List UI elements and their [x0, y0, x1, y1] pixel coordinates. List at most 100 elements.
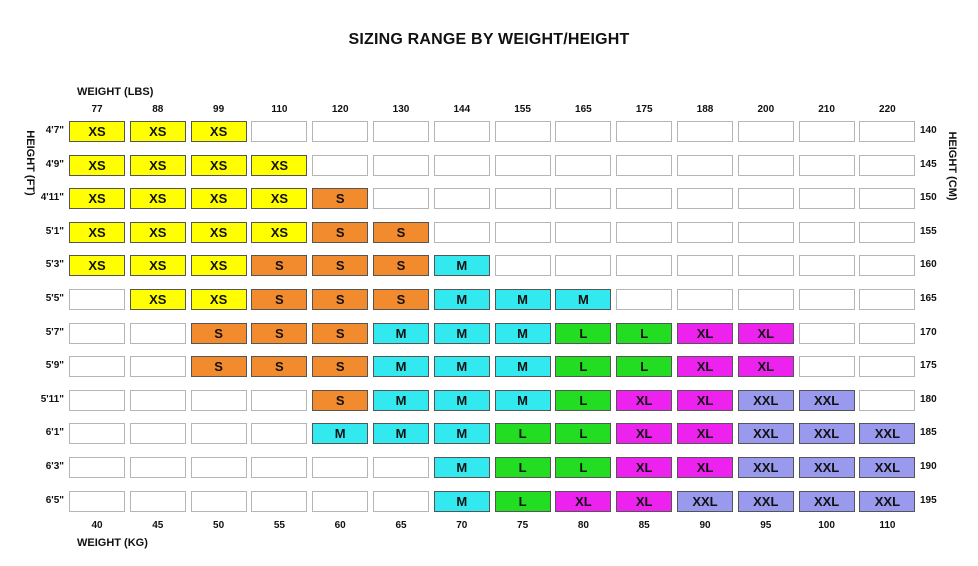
- size-cell: S: [373, 255, 429, 277]
- size-cell: XXL: [737, 423, 794, 445]
- empty-cell: [433, 221, 490, 243]
- weight-lbs-tick: 175: [635, 104, 653, 115]
- size-cell: XXL: [737, 389, 794, 411]
- size-cell: XS: [190, 289, 247, 310]
- empty-cell: [555, 121, 612, 142]
- empty-cell: [129, 423, 186, 445]
- empty-cell: [798, 289, 855, 310]
- size-cell: S: [373, 289, 429, 310]
- height-cm-label: 190: [920, 461, 937, 472]
- weight-lbs-tick: 188: [696, 104, 714, 115]
- empty-cell: [312, 490, 369, 512]
- size-cell: M: [373, 423, 429, 445]
- size-cell: XS: [251, 154, 308, 176]
- size-cell: S: [312, 289, 369, 310]
- empty-cell: [616, 289, 673, 310]
- height-ft-label: 4'9": [45, 158, 64, 170]
- height-cm-label: 180: [920, 393, 937, 405]
- height-cm-label: 170: [920, 326, 937, 338]
- size-cell: M: [433, 255, 490, 277]
- empty-cell: [859, 154, 916, 176]
- size-cell: S: [251, 255, 308, 277]
- empty-cell: [677, 154, 733, 176]
- empty-cell: [798, 356, 855, 378]
- size-cell: S: [312, 188, 369, 210]
- empty-cell: [433, 188, 490, 210]
- empty-cell: [737, 289, 794, 310]
- size-cell: XS: [190, 188, 247, 210]
- size-cell: XS: [129, 188, 186, 210]
- size-cell: XS: [129, 121, 186, 142]
- size-cell: XL: [737, 322, 794, 344]
- size-cell: XXL: [859, 490, 916, 512]
- empty-cell: [616, 255, 673, 277]
- empty-cell: [859, 188, 916, 210]
- size-cell: L: [555, 389, 612, 411]
- height-ft-label: 6'3": [45, 461, 64, 472]
- empty-cell: [69, 457, 125, 478]
- size-cell: L: [555, 322, 612, 344]
- size-cell: XL: [677, 423, 733, 445]
- size-cell: XXL: [798, 490, 855, 512]
- size-cell: L: [494, 457, 551, 478]
- size-cell: XL: [677, 457, 733, 478]
- empty-cell: [677, 289, 733, 310]
- height-ft-label: 4'7": [45, 125, 64, 136]
- size-cell: XL: [616, 490, 673, 512]
- bottom-axis-title: WEIGHT (KG): [77, 537, 148, 549]
- empty-cell: [373, 121, 429, 142]
- empty-cell: [737, 121, 794, 142]
- empty-cell: [69, 289, 125, 310]
- size-cell: XL: [616, 423, 673, 445]
- size-cell: S: [251, 322, 308, 344]
- height-cm-label: 150: [920, 192, 937, 204]
- empty-cell: [494, 121, 551, 142]
- weight-kg-tick: 95: [760, 520, 772, 531]
- size-cell: XXL: [798, 457, 855, 478]
- size-cell: XS: [190, 255, 247, 277]
- size-cell: XS: [190, 121, 247, 142]
- empty-cell: [312, 121, 369, 142]
- empty-cell: [129, 457, 186, 478]
- size-cell: XS: [190, 221, 247, 243]
- empty-cell: [312, 457, 369, 478]
- weight-kg-tick: 50: [213, 520, 225, 531]
- size-cell: XL: [616, 457, 673, 478]
- size-cell: S: [312, 389, 369, 411]
- size-cell: L: [555, 356, 612, 378]
- empty-cell: [859, 121, 916, 142]
- height-ft-label: 4'11": [40, 192, 64, 204]
- size-cell: M: [494, 389, 551, 411]
- size-cell: S: [312, 255, 369, 277]
- size-cell: M: [494, 356, 551, 378]
- weight-lbs-tick: 220: [879, 104, 896, 115]
- empty-cell: [251, 457, 308, 478]
- empty-cell: [251, 389, 308, 411]
- size-cell: XXL: [677, 490, 733, 512]
- weight-lbs-tick: 155: [514, 104, 531, 115]
- size-cell: XS: [129, 255, 186, 277]
- size-cell: XS: [190, 154, 247, 176]
- size-cell: M: [433, 389, 490, 411]
- size-cell: XS: [69, 188, 125, 210]
- weight-lbs-tick: 120: [331, 104, 349, 115]
- weight-lbs-tick: 144: [453, 104, 471, 115]
- size-cell: M: [433, 356, 490, 378]
- empty-cell: [251, 423, 308, 445]
- empty-cell: [312, 154, 369, 176]
- empty-cell: [616, 188, 673, 210]
- size-cell: S: [312, 322, 369, 344]
- empty-cell: [555, 188, 612, 210]
- empty-cell: [677, 121, 733, 142]
- size-cell: XL: [677, 322, 733, 344]
- empty-cell: [616, 121, 673, 142]
- empty-cell: [616, 154, 673, 176]
- size-cell: M: [494, 289, 551, 310]
- weight-lbs-tick: 165: [575, 104, 592, 115]
- empty-cell: [798, 121, 855, 142]
- size-cell: XS: [251, 221, 308, 243]
- empty-cell: [129, 322, 186, 344]
- weight-lbs-tick: 200: [757, 104, 775, 115]
- size-cell: XS: [69, 255, 125, 277]
- empty-cell: [737, 154, 794, 176]
